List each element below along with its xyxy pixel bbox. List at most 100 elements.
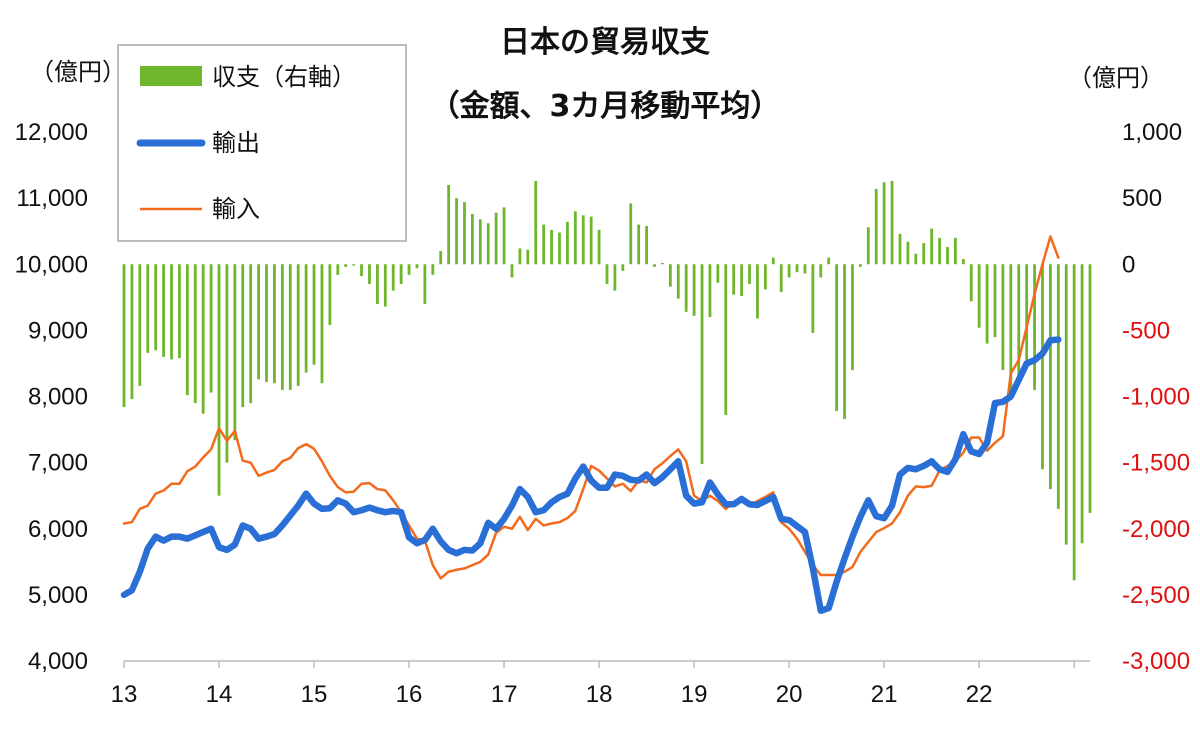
- balance-bar: [676, 264, 680, 299]
- balance-bar: [288, 264, 292, 390]
- balance-bar: [645, 225, 648, 265]
- balance-bar: [296, 264, 300, 386]
- balance-bars: [122, 180, 1092, 581]
- balance-bar: [906, 241, 910, 265]
- balance-bar: [225, 264, 229, 463]
- balance-bar: [629, 203, 633, 265]
- balance-bar: [217, 264, 221, 496]
- balance-bar: [138, 264, 142, 386]
- balance-bar: [360, 264, 363, 277]
- right-axis-unit: （億円）: [1068, 64, 1164, 92]
- balance-bar: [803, 264, 807, 274]
- balance-bar: [178, 264, 181, 359]
- balance-bar: [771, 257, 775, 265]
- balance-bar: [763, 264, 767, 290]
- balance-bar: [1064, 264, 1068, 545]
- balance-bar: [819, 264, 823, 278]
- balance-bar: [827, 257, 831, 265]
- balance-bar: [795, 264, 799, 273]
- balance-bar: [573, 211, 577, 265]
- balance-bar: [1088, 264, 1092, 513]
- balance-bar: [280, 264, 284, 390]
- balance-bar: [431, 264, 435, 275]
- balance-bar: [439, 251, 443, 265]
- balance-bar: [510, 264, 514, 278]
- balance-bar: [209, 264, 213, 393]
- balance-bar: [304, 264, 308, 373]
- x-tick-label: 14: [206, 681, 233, 708]
- balance-bar: [494, 212, 498, 265]
- balance-bar: [344, 264, 348, 267]
- balance-bar: [257, 264, 261, 380]
- balance-bar: [684, 264, 688, 312]
- x-tick-label: 22: [966, 681, 993, 708]
- balance-bar: [653, 264, 656, 267]
- balance-bar: [756, 264, 759, 319]
- balance-bar: [423, 264, 427, 304]
- balance-bar: [185, 264, 189, 396]
- balance-bar: [470, 214, 474, 265]
- balance-bar: [961, 258, 965, 265]
- balance-bar: [534, 180, 538, 265]
- left-tick-label: 5,000: [28, 582, 88, 609]
- balance-bar: [700, 264, 704, 464]
- balance-bar: [328, 264, 332, 326]
- balance-bar: [946, 247, 949, 265]
- balance-bar: [1041, 264, 1044, 470]
- left-tick-label: 7,000: [28, 450, 88, 477]
- balance-bar: [621, 264, 625, 271]
- balance-bar: [692, 264, 696, 316]
- right-tick-label: -2,500: [1122, 582, 1190, 609]
- left-tick-label: 10,000: [15, 251, 88, 278]
- left-axis-unit: （億円）: [30, 58, 126, 86]
- balance-bar: [233, 264, 237, 441]
- balance-bar: [835, 264, 839, 412]
- right-tick-label: 500: [1122, 185, 1162, 212]
- legend-swatch-balance: [140, 66, 202, 86]
- balance-bar: [146, 264, 150, 353]
- balance-bar: [550, 229, 553, 265]
- balance-bar: [201, 264, 205, 414]
- balance-bar: [407, 264, 411, 275]
- balance-bar: [486, 223, 490, 265]
- balance-bar: [1009, 264, 1013, 397]
- balance-bar: [930, 228, 934, 265]
- balance-bar: [265, 264, 268, 382]
- left-tick-label: 4,000: [28, 648, 88, 675]
- balance-bar: [193, 264, 197, 404]
- balance-bar: [336, 264, 340, 275]
- balance-bar: [162, 264, 165, 357]
- balance-bar: [1017, 264, 1021, 384]
- balance-bar: [724, 264, 728, 416]
- balance-bar: [843, 264, 846, 419]
- imports-line: [122, 235, 1060, 580]
- balance-bar: [589, 216, 593, 265]
- balance-bar: [375, 264, 379, 304]
- balance-bar: [597, 229, 601, 265]
- balance-bar: [811, 264, 815, 334]
- balance-bar: [455, 198, 458, 265]
- balance-bar: [977, 264, 981, 328]
- balance-bar: [273, 264, 276, 384]
- balance-bar: [463, 202, 466, 265]
- balance-bar: [368, 264, 371, 285]
- balance-bar: [130, 264, 134, 400]
- balance-bar: [874, 188, 878, 265]
- balance-bar: [502, 207, 506, 265]
- balance-bar: [661, 262, 664, 265]
- right-tick-label: -1,500: [1122, 450, 1190, 477]
- x-tick-label: 13: [111, 681, 138, 708]
- balance-bar: [447, 184, 451, 265]
- legend-label-balance: 収支（右軸）: [212, 63, 356, 91]
- x-tick-label: 16: [396, 681, 423, 708]
- balance-bar: [518, 248, 522, 265]
- balance-bar: [1025, 264, 1029, 368]
- balance-bar: [890, 180, 894, 265]
- balance-bar: [613, 264, 617, 291]
- balance-bar: [581, 215, 585, 265]
- legend: 収支（右軸） 輸出 輸入: [117, 44, 407, 242]
- exports-line: [120, 336, 1062, 614]
- balance-bar: [953, 237, 957, 265]
